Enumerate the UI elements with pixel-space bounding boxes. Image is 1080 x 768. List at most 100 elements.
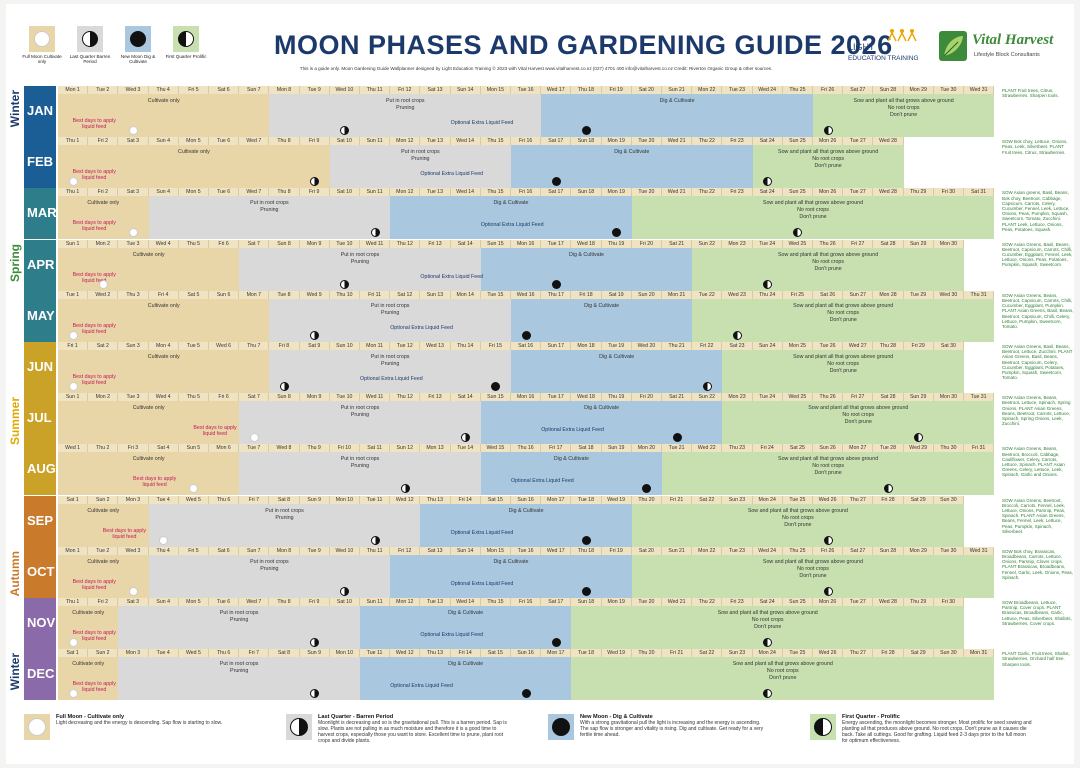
phase-label: Dig & Cultivate [659,98,695,104]
phase-label: Pruning [275,514,294,521]
day-label: Thu 18 [571,86,602,94]
page-subtitle: This is a guide only. Moon Gardening Gui… [299,66,773,71]
phase-label: No root crops [751,617,784,623]
day-label: Sun 7 [239,546,270,555]
day-label: Wed 2 [88,290,119,299]
day-label: Sat 4 [148,444,179,453]
day-label: Tue 9 [299,86,330,94]
best-days-note: Best days to apply liquid feed [58,323,130,335]
day-label: Tue 5 [178,342,209,350]
day-label: Mon 21 [662,290,693,299]
day-label: Mon 26 [813,598,844,606]
day-label: Thu 12 [390,239,421,248]
day-label: Mon 16 [511,393,542,402]
day-label: Fri 26 [813,86,844,94]
phase-segment-last [329,145,511,189]
day-label: Mon 5 [178,188,209,197]
new-moon-icon [582,126,591,135]
day-label: Fri 12 [390,86,421,94]
best-days-note: Best days to apply liquid feed [179,425,251,437]
legend-title: New Moon - Dig & Cultivate [580,714,653,720]
phase-label: No root crops [827,361,860,367]
phase-label: Put in root crops [401,149,440,156]
day-label: Fri 27 [843,239,874,248]
day-label: Tue 1 [58,290,89,299]
day-label: Sun 25 [782,188,813,197]
phase-label: Pruning [381,309,400,316]
phase-label: Pruning [350,463,370,470]
phase-label: No root crops [812,258,844,265]
day-label: Tue 24 [752,239,783,248]
phase-label: Put in root crops [219,661,259,668]
legend-description: Energy ascending, the moonlight becomes … [842,720,1032,744]
day-label: Tue 14 [450,444,481,453]
phase-label: Put in root crops [370,354,410,360]
day-label: Mon 12 [390,598,421,606]
day-label: Tue 26 [813,342,844,350]
phase-label: Cultivate only [72,610,105,616]
day-label: Mon 10 [329,649,360,658]
best-days-line1: Best days to apply [132,476,177,483]
month-name: APR [27,256,55,272]
day-label: Sat 21 [662,239,693,248]
day-label: Sat 17 [541,188,572,197]
phase-segment-first [722,401,995,445]
phase-label: Don't prune [814,470,842,477]
month-row-aug: AUG Wed 1 Thu 2 Fri 3 Sat 4 Sun 5 Mon 6 Tue 7 We… [24,444,999,496]
day-label: Tue 4 [148,495,179,504]
day-label: Sat 5 [178,290,209,299]
phase-label: Sow and plant all that grows above groun… [717,610,818,616]
day-label: Mon 26 [813,188,844,197]
day-label: Wed 18 [571,393,602,402]
day-label: Sat 3 [118,137,149,146]
best-days-note: Best days to apply liquid feed [58,630,130,642]
phase-label: No root crops [812,463,844,470]
day-label: Fri 25 [782,290,813,299]
month-label: APR [24,239,56,291]
day-label: Sun 1 [58,239,89,248]
day-label: Wed 29 [903,444,934,453]
day-label: Fri 16 [511,137,542,146]
phase-label: No root crops [781,514,814,521]
month-row-may: MAY Tue 1 Wed 2 Thu 3 Fri 4 Sat 5 Sun 6 Mon 7 Tu… [24,290,999,342]
last-moon-icon [280,382,289,391]
day-label: Mon 7 [239,290,270,299]
day-label: Thu 25 [782,86,813,94]
day-label: Sat 23 [722,342,753,350]
day-label: Sat 15 [480,649,511,658]
day-label: Tue 27 [843,188,874,197]
last-moon-icon [370,535,380,545]
first-moon-icon [823,586,833,596]
day-label: Sun 8 [269,239,300,248]
day-label: Wed 26 [813,649,844,658]
month-label: OCT [24,546,56,598]
extra-feed-note: Optional Extra Liquid Feed [450,529,514,536]
new-moon-icon [521,689,531,699]
season-label: Autumn [8,550,22,597]
phase-label: Pruning [260,207,279,214]
day-label: Wed 19 [601,649,632,658]
best-days-note: Best days to apply liquid feed [58,579,130,591]
day-label: Sat 19 [601,290,632,299]
day-label: Sat 6 [209,546,240,555]
phase-label: Dig & Cultivate [599,354,635,360]
day-label: Wed 25 [782,393,813,402]
day-label: Thu 27 [843,649,874,658]
day-label: Sun 13 [420,290,451,299]
month-row-nov: NOV Thu 1 Fri 2 Sat 3 Sun 4 Mon 5 Tue 6 Wed 7 Th… [24,598,999,649]
day-label: Wed 31 [964,86,995,94]
phase-segment-first [631,196,995,240]
day-label: Mon 20 [631,444,662,453]
day-label: Wed 15 [480,444,511,453]
day-label: Fri 4 [148,290,179,299]
phase-segment-new [480,247,693,291]
phase-label: Put in root crops [219,610,259,616]
day-label: Fri 10 [329,444,360,453]
day-label: Tue 6 [209,598,240,606]
day-label: Mon 29 [903,86,934,94]
phase-label: Dig & Cultivate [448,610,484,616]
legend-item-last: Last Quarter Barren Period [68,26,112,64]
best-days-note: Best days to apply liquid feed [58,169,130,181]
phase-label: Don't prune [889,112,918,118]
planting-notes: SOW Bok choy, Lettuce, Onions, Peas, Lee… [1002,139,1068,155]
